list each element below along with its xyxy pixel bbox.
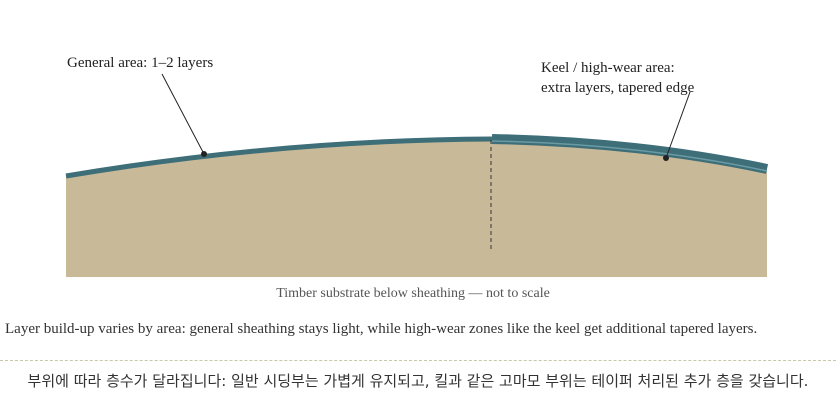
leader-dot bbox=[201, 151, 207, 157]
caption: 부위에 따라 층수가 달라집니다: 일반 시딩부는 가볍게 유지되고, 킬과 같… bbox=[27, 372, 809, 390]
caption: Layer build-up varies by area: general s… bbox=[5, 321, 758, 337]
label: extra layers, tapered edge bbox=[541, 80, 695, 96]
leader-line bbox=[665, 91, 691, 159]
layer-line bbox=[491, 140, 768, 172]
sheathing-light bbox=[65, 136, 493, 179]
leader-dot bbox=[663, 155, 669, 161]
sheathing-heavy bbox=[491, 134, 769, 174]
substrate-caption: Timber substrate below sheathing — not t… bbox=[276, 286, 550, 301]
leader-line bbox=[161, 73, 205, 155]
diagram: General area: 1–2 layers Keel / high-wea… bbox=[65, 55, 769, 301]
label: General area: 1–2 layers bbox=[67, 55, 213, 71]
label: Keel / high-wear area: bbox=[541, 60, 675, 76]
substrate bbox=[66, 139, 767, 277]
separator bbox=[0, 360, 836, 361]
